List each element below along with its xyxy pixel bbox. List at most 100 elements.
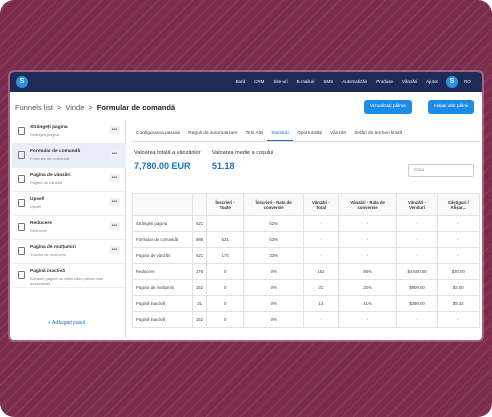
funnel-step[interactable]: Pagina de vânzări Pagina de vânzări •••: [12, 168, 126, 192]
crumb-current: Formular de comandă: [96, 103, 176, 112]
crumb[interactable]: Funnels list: [15, 103, 53, 112]
logo[interactable]: S: [16, 76, 28, 88]
table-cell: 176: [191, 263, 208, 280]
step-title: Strângeți pagina: [30, 125, 68, 130]
table-row: Strângeți pagina 521 52% - - - -: [132, 215, 481, 232]
table-cell: Pagina de mulțumiri: [132, 279, 193, 296]
nav-item[interactable]: E-mailuri: [296, 79, 315, 84]
header-cell: Vânzări - Venituri: [396, 193, 438, 216]
tab[interactable]: Test A/B: [245, 131, 264, 136]
main-panel: Configurarea pasului Reguli de automatiza…: [128, 120, 482, 340]
table-cell: -: [396, 231, 438, 248]
add-step[interactable]: + Adăugați pasul: [48, 320, 86, 326]
table-cell: 521: [206, 231, 245, 248]
step-icon: [18, 247, 25, 255]
tab[interactable]: Reguli de automatizare: [188, 131, 238, 136]
stats-table: Înscrieri - Toate Înscrieri - Rata de con…: [132, 193, 481, 328]
table-cell: Pagină inactivă: [132, 311, 193, 328]
table-cell: -: [396, 247, 438, 264]
nav-item[interactable]: Produse: [376, 79, 393, 84]
table-cell: 152: [191, 311, 208, 328]
nav-item[interactable]: CRM: [254, 79, 265, 84]
table-cell: $9.32: [436, 295, 481, 312]
table-cell: Strângeți pagina: [132, 215, 193, 232]
nav-item[interactable]: Ajutor: [426, 79, 438, 84]
table-cell: -: [337, 231, 398, 248]
header-cell: Câștiguri / Afișar...: [436, 193, 481, 216]
table-cell: 176: [206, 247, 245, 264]
step-subtitle: Această pagină nu afișă când pâlnia este…: [30, 276, 103, 286]
funnel-step[interactable]: Strângeți pagina Strângeți pagina •••: [12, 120, 126, 144]
step-icon: [18, 151, 25, 159]
language[interactable]: RO: [464, 79, 471, 84]
step-menu[interactable]: •••: [108, 222, 120, 230]
table-cell: -: [436, 247, 481, 264]
table-cell: -: [337, 311, 398, 328]
table-cell: 86%: [337, 263, 398, 280]
tab[interactable]: Statistici: [267, 128, 294, 141]
table-cell: -: [303, 311, 339, 328]
table-cell: 521: [191, 247, 208, 264]
step-title: Pagina de vânzări: [30, 173, 71, 178]
step-icon: [18, 271, 25, 279]
tab[interactable]: Oportunități: [297, 131, 322, 136]
nav-item[interactable]: Site-uri: [273, 79, 288, 84]
table-cell: $30.00: [436, 263, 481, 280]
table-cell: $398.00: [396, 295, 438, 312]
table-cell: -: [303, 231, 339, 248]
table-cell: [206, 215, 245, 232]
table-cell: 0%: [243, 311, 305, 328]
step-menu[interactable]: •••: [108, 246, 120, 254]
table-cell: 0: [206, 279, 245, 296]
header-row: Înscrieri - Toate Înscrieri - Rata de con…: [132, 193, 481, 216]
step-title: Reducere: [30, 221, 52, 226]
table-cell: -: [337, 247, 398, 264]
crumb[interactable]: Vinde: [65, 103, 85, 112]
table-cell: 152: [191, 279, 208, 296]
table-cell: -: [396, 215, 438, 232]
tab[interactable]: Setări de termen limită: [354, 131, 403, 136]
funnel-step[interactable]: Pagina de mulțumiri Thanks de mulțumiri ••…: [12, 240, 126, 264]
date-input[interactable]: Data: [408, 164, 474, 177]
view-button[interactable]: Vizualizați pâlnia: [364, 100, 412, 114]
funnel-step[interactable]: Formular de comandă Formular de comandă ••…: [12, 144, 126, 168]
nav-item[interactable]: Bord: [235, 79, 246, 84]
create-button[interactable]: Inițiați alte pâlnii: [428, 100, 475, 114]
table-row: Formular de comandă 986 521 53% - - - -: [132, 231, 481, 248]
table-cell: $909.00: [396, 279, 438, 296]
table-cell: 986: [191, 231, 208, 248]
step-menu[interactable]: •••: [108, 150, 120, 158]
app-window: S Bord CRM Site-uri E-mailuri SMS Automatizăr…: [10, 72, 482, 340]
header-cell: Înscrieri - Toate: [206, 193, 245, 216]
tab[interactable]: Vânzări: [329, 131, 347, 136]
funnel-step[interactable]: Reducere Reducere •••: [12, 216, 126, 240]
funnel-step[interactable]: Pagină inactivă Această pagină nu afișă c…: [12, 264, 126, 288]
step-subtitle: Formular de comandă: [30, 156, 70, 161]
avatar[interactable]: S: [446, 76, 458, 88]
funnel-step[interactable]: Upsell Upsell •••: [12, 192, 126, 216]
sidebar: Strângeți pagina Strângeți pagina ••• Formu…: [12, 120, 126, 338]
top-nav: S Bord CRM Site-uri E-mailuri SMS Automatizăr…: [10, 72, 482, 92]
nav-item[interactable]: Vânzări: [401, 79, 418, 84]
total-label: Valoarea totală a vânzărilor: [134, 150, 201, 156]
step-menu[interactable]: •••: [108, 126, 120, 134]
step-title: Pagina de mulțumiri: [30, 245, 76, 250]
table-cell: 33%: [243, 247, 305, 264]
tab[interactable]: Configurarea pasului: [136, 131, 181, 136]
step-subtitle: Pagina de vânzări: [30, 180, 63, 185]
crumb-sep: >: [88, 103, 93, 112]
table-cell: 0: [206, 311, 245, 328]
header-cell: Înscrieri - Rata de conversie: [243, 193, 305, 216]
crumb-sep: >: [56, 103, 62, 112]
step-menu[interactable]: •••: [108, 174, 120, 182]
table-cell: 53%: [243, 231, 305, 248]
table-cell: $4,600.00: [396, 263, 438, 280]
table-cell: -: [337, 215, 398, 232]
table-row: Pagină inactivă 152 0 0% - - - -: [132, 311, 481, 328]
step-menu[interactable]: •••: [108, 198, 120, 206]
nav-item[interactable]: Automatizări: [342, 79, 368, 84]
average-label: Valoarea medie a coșului: [212, 150, 274, 156]
nav-item[interactable]: SMS: [323, 79, 334, 84]
table-cell: 31: [303, 279, 339, 296]
